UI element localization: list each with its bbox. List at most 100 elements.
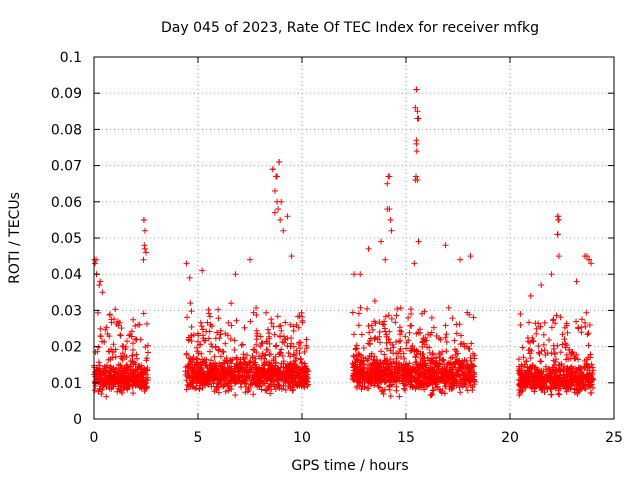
data-point bbox=[190, 364, 197, 371]
data-point bbox=[467, 357, 474, 364]
data-point bbox=[205, 335, 212, 342]
data-point bbox=[257, 367, 264, 374]
data-point bbox=[123, 361, 130, 368]
data-point bbox=[263, 338, 270, 345]
data-point bbox=[268, 320, 275, 327]
data-point bbox=[557, 377, 564, 384]
data-point bbox=[526, 364, 533, 371]
data-point bbox=[382, 328, 389, 335]
data-point bbox=[564, 382, 571, 389]
data-point bbox=[588, 389, 595, 396]
y-tick-label: 0.04 bbox=[51, 267, 82, 283]
data-point bbox=[453, 355, 460, 362]
data-point bbox=[280, 368, 287, 375]
data-point bbox=[264, 346, 271, 353]
data-point bbox=[368, 376, 375, 383]
data-point bbox=[140, 216, 147, 223]
data-point bbox=[304, 371, 311, 378]
data-point bbox=[108, 376, 115, 383]
data-point bbox=[413, 148, 420, 155]
data-point bbox=[366, 329, 373, 336]
data-point bbox=[467, 372, 474, 379]
data-point bbox=[129, 370, 136, 377]
data-point bbox=[235, 374, 242, 381]
data-point bbox=[241, 358, 248, 365]
data-point bbox=[548, 324, 555, 331]
data-point bbox=[295, 373, 302, 380]
data-point bbox=[197, 319, 204, 326]
data-point bbox=[527, 374, 534, 381]
data-point bbox=[182, 371, 189, 378]
data-point bbox=[215, 347, 222, 354]
data-point bbox=[460, 376, 467, 383]
data-point bbox=[357, 271, 364, 278]
data-point bbox=[216, 346, 223, 353]
data-point bbox=[260, 371, 267, 378]
data-point bbox=[527, 292, 534, 299]
data-point bbox=[273, 173, 279, 180]
x-tick-label: 10 bbox=[293, 430, 311, 446]
data-point bbox=[129, 381, 136, 388]
data-point bbox=[232, 380, 239, 387]
data-point bbox=[365, 245, 372, 252]
data-point bbox=[215, 306, 222, 313]
data-point bbox=[521, 361, 528, 368]
data-point bbox=[213, 386, 220, 393]
data-point bbox=[401, 385, 408, 392]
data-point bbox=[271, 331, 278, 338]
data-point bbox=[387, 347, 394, 354]
data-point bbox=[244, 362, 251, 369]
data-point bbox=[238, 342, 245, 349]
data-point bbox=[537, 358, 544, 365]
data-point bbox=[542, 363, 549, 370]
data-point bbox=[412, 354, 419, 361]
data-point bbox=[206, 313, 213, 320]
data-point bbox=[266, 351, 273, 358]
data-point bbox=[354, 371, 361, 378]
data-point bbox=[243, 380, 250, 387]
data-point bbox=[586, 256, 593, 263]
data-point bbox=[406, 360, 413, 367]
data-point bbox=[583, 360, 590, 367]
data-point bbox=[278, 327, 285, 334]
data-point bbox=[442, 383, 449, 390]
data-point bbox=[458, 365, 465, 372]
data-point bbox=[98, 391, 105, 398]
data-point bbox=[566, 346, 573, 353]
data-point bbox=[283, 365, 290, 372]
data-point bbox=[276, 158, 283, 165]
data-point bbox=[417, 360, 424, 367]
data-point bbox=[217, 353, 224, 360]
data-point bbox=[130, 376, 137, 383]
data-point bbox=[471, 355, 478, 362]
data-point bbox=[106, 333, 113, 340]
data-point bbox=[582, 373, 589, 380]
data-point bbox=[405, 337, 412, 344]
data-point bbox=[426, 377, 433, 384]
data-point bbox=[188, 308, 195, 315]
data-point bbox=[557, 349, 564, 356]
data-point bbox=[265, 366, 272, 373]
data-point bbox=[260, 362, 267, 369]
data-point bbox=[188, 358, 195, 365]
data-point bbox=[126, 332, 133, 339]
data-point bbox=[396, 367, 403, 374]
data-point bbox=[249, 374, 256, 381]
data-point bbox=[251, 359, 258, 366]
data-point bbox=[196, 386, 203, 393]
data-point bbox=[108, 365, 115, 372]
data-point bbox=[293, 347, 300, 354]
data-point bbox=[298, 359, 305, 366]
data-point bbox=[297, 345, 304, 352]
data-point bbox=[284, 378, 291, 385]
data-point bbox=[350, 361, 357, 368]
data-point bbox=[553, 312, 560, 319]
data-point bbox=[380, 321, 387, 328]
data-point bbox=[578, 329, 585, 336]
data-point bbox=[352, 364, 359, 371]
data-point bbox=[257, 366, 264, 373]
data-point bbox=[106, 385, 113, 392]
data-point bbox=[272, 343, 279, 350]
data-point bbox=[557, 314, 564, 321]
data-point bbox=[203, 362, 210, 369]
